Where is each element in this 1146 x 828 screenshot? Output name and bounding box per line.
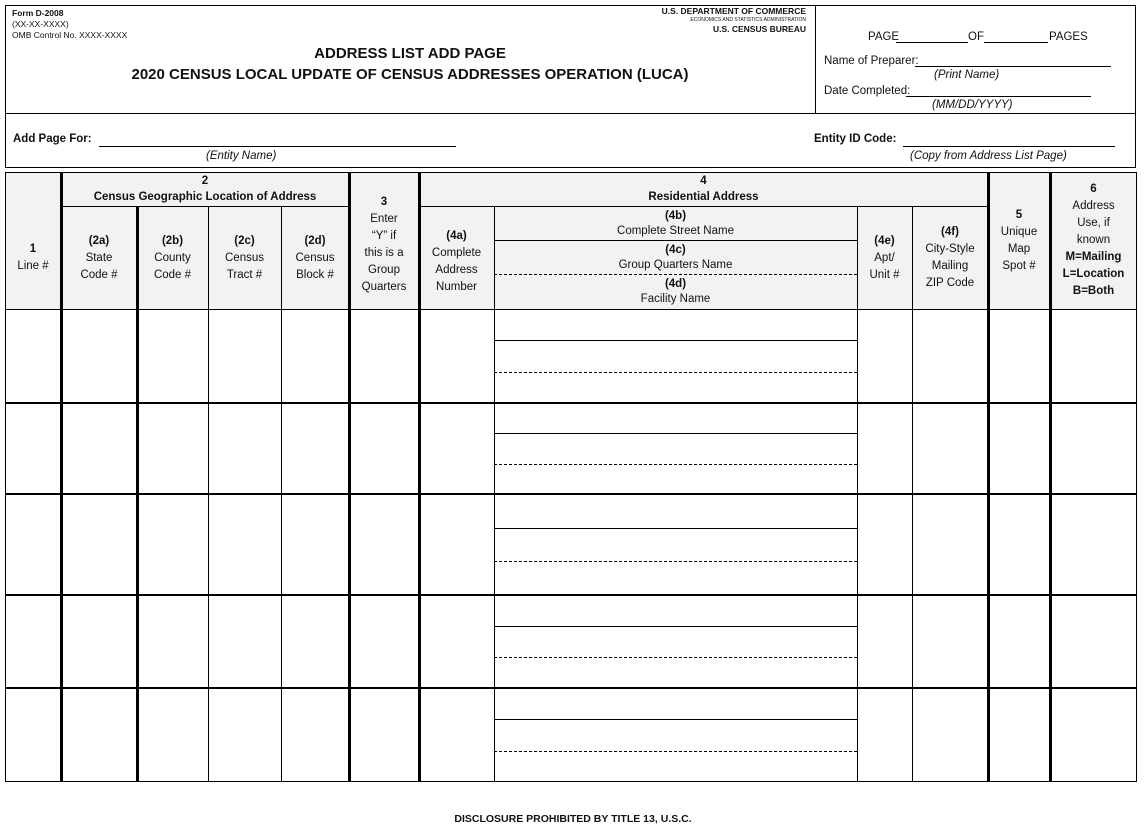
divider bbox=[60, 172, 63, 782]
entity-name-hint: (Entity Name) bbox=[206, 150, 277, 162]
preparer-label: Name of Preparer: bbox=[824, 55, 919, 67]
page-subtitle: 2020 CENSUS LOCAL UPDATE OF CENSUS ADDRE… bbox=[131, 66, 689, 83]
entity-section bbox=[5, 113, 1136, 168]
row-line-4c bbox=[494, 751, 857, 752]
col-4d-header: (4d) Facility Name bbox=[640, 277, 711, 305]
pages-field[interactable] bbox=[984, 42, 1048, 43]
row-divider bbox=[5, 493, 1137, 495]
omb-control: OMB Control No. XXXX-XXXX bbox=[12, 30, 128, 40]
col-2c-header: (2c) Census Tract # bbox=[225, 234, 264, 281]
row-divider bbox=[5, 687, 1137, 689]
col-2a-header: (2a) State Code # bbox=[80, 234, 118, 281]
col-4c-header: (4c) Group Quarters Name bbox=[618, 243, 733, 271]
agency: U.S. DEPARTMENT OF COMMERCE bbox=[661, 6, 806, 16]
form-number: Form D-2008 bbox=[12, 8, 64, 18]
col-2-header: 2 Census Geographic Location of Address bbox=[93, 175, 317, 203]
divider bbox=[419, 206, 988, 207]
row-divider bbox=[5, 594, 1137, 596]
row-line-4c bbox=[494, 657, 857, 658]
divider bbox=[5, 309, 1137, 310]
col-2b-header: (2b) County Code # bbox=[153, 234, 192, 281]
col-2d-header: (2d) Census Block # bbox=[295, 234, 335, 281]
row-line-4b bbox=[494, 433, 857, 434]
entity-id-field[interactable] bbox=[903, 146, 1115, 147]
col-4a-header: (4a) Complete Address Number bbox=[431, 230, 482, 293]
row-line-4c bbox=[494, 464, 857, 465]
date-label: Date Completed: bbox=[824, 85, 911, 97]
entity-id-label: Entity ID Code: bbox=[814, 133, 897, 145]
col-6-header: 6 Address Use, if known M=Mailing L=Location B… bbox=[1062, 183, 1125, 297]
row-line-4c bbox=[494, 372, 857, 373]
disclosure-footer: DISCLOSURE PROHIBITED BY TITLE 13, U.S.C… bbox=[454, 813, 692, 825]
entity-name-field[interactable] bbox=[99, 146, 456, 147]
divider bbox=[815, 5, 816, 113]
col-3-header: 3 Enter “Y” if this is a Group Quarters bbox=[361, 195, 407, 293]
bureau: U.S. CENSUS BUREAU bbox=[712, 24, 806, 34]
pages-label: PAGES bbox=[1049, 31, 1088, 43]
date-field[interactable] bbox=[906, 96, 1091, 97]
page-title: ADDRESS LIST ADD PAGE bbox=[314, 45, 506, 62]
divider bbox=[494, 240, 857, 241]
page-field[interactable] bbox=[896, 42, 968, 43]
col-1-header: 1 Line # bbox=[17, 243, 49, 272]
divider bbox=[348, 172, 351, 782]
preparer-hint: (Print Name) bbox=[934, 69, 1000, 81]
col-4f-header: (4f) City-Style Mailing ZIP Code bbox=[925, 226, 975, 289]
col-4-header: 4 Residential Address bbox=[648, 175, 759, 203]
sub-agency: ECONOMICS AND STATISTICS ADMINISTRATION bbox=[690, 17, 806, 23]
col-4b-header: (4b) Complete Street Name bbox=[617, 209, 734, 237]
divider bbox=[1049, 172, 1052, 782]
row-line-4b bbox=[494, 528, 857, 529]
row-divider bbox=[5, 402, 1137, 404]
form-date: (XX-XX-XXXX) bbox=[12, 19, 69, 29]
table-border bbox=[5, 172, 1137, 782]
row-line-4c bbox=[494, 561, 857, 562]
entity-id-hint: (Copy from Address List Page) bbox=[910, 150, 1067, 162]
page-label: PAGE bbox=[868, 31, 900, 43]
date-hint: (MM/DD/YYYY) bbox=[932, 99, 1013, 111]
divider bbox=[61, 206, 349, 207]
preparer-field[interactable] bbox=[915, 66, 1111, 67]
row-line-4b bbox=[494, 626, 857, 627]
col-5-header: 5 Unique Map Spot # bbox=[1000, 208, 1038, 272]
add-page-label: Add Page For: bbox=[13, 133, 92, 145]
of-label: OF bbox=[968, 31, 984, 43]
divider bbox=[494, 274, 857, 275]
header-shading-4b bbox=[494, 207, 857, 309]
divider bbox=[987, 172, 990, 782]
row-line-4b bbox=[494, 340, 857, 341]
col-4e-header: (4e) Apt/Unit # bbox=[869, 234, 900, 281]
divider bbox=[418, 172, 421, 782]
row-line-4b bbox=[494, 719, 857, 720]
